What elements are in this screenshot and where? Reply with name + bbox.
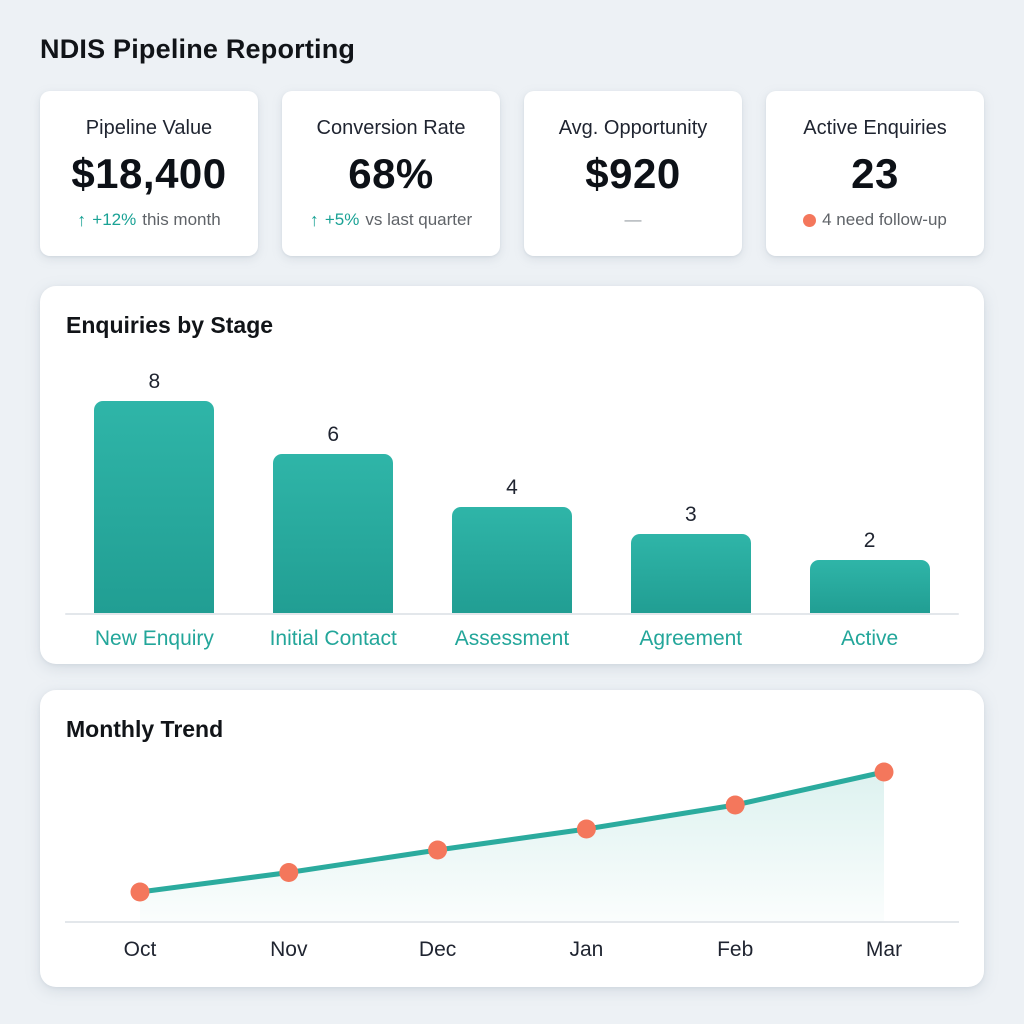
bar-group: 3 [601,502,780,613]
kpi-value: $18,400 [71,149,227,197]
bar-category-label: Initial Contact [269,627,397,650]
bar-category-label: New Enquiry [94,627,214,650]
bar [630,533,751,613]
trend-x-axis-label: Oct [124,938,157,961]
kpi-card-active-enquiries: Active Enquiries 23 4 need follow-up [766,91,984,256]
trend-x-axis-label: Feb [717,938,753,961]
kpi-row: Pipeline Value $18,400 ↑ +12% this month… [40,91,984,256]
bar-value-label: 8 [148,370,161,393]
enquiries-by-stage-card: Enquiries by Stage 8 6 4 3 2 New Enquiry Init… [40,286,984,664]
kpi-card-avg-opportunity: Avg. Opportunity $920 — [524,91,742,256]
data-point [576,819,596,839]
bar [451,507,572,613]
bar-group: 6 [244,423,423,613]
alert-dot-icon [803,213,817,227]
kpi-delta-suffix: vs last quarter [365,210,473,229]
trend-line-chart: Oct Nov Dec Jan Feb Mar [65,762,959,961]
trend-up-icon: ↑ [77,209,87,230]
kpi-subtext: ↑ +5% vs last quarter [310,210,472,231]
bar-chart-baseline [65,613,959,615]
page-title: NDIS Pipeline Reporting [40,34,356,64]
bar-category-label: Agreement [639,627,743,650]
kpi-value: $920 [585,150,681,197]
bar [94,401,215,613]
trend-area-fill [140,772,884,922]
trend-x-axis-label: Jan [569,938,603,961]
kpi-label: Conversion Rate [316,116,466,139]
trend-chart-title: Monthly Trend [66,716,224,742]
monthly-trend-card: Oct Nov Dec Jan Feb Mar Monthly Trend [40,690,984,987]
data-point [428,840,448,860]
bar-group: 4 [423,476,602,613]
trend-x-axis-label: Mar [866,938,902,961]
kpi-label: Avg. Opportunity [558,117,708,139]
bar-category-label: Assessment [454,627,570,650]
kpi-delta-suffix: 4 need follow-up [822,210,947,229]
kpi-delta: +12% [92,210,137,229]
kpi-subtext: 4 need follow-up [803,210,947,230]
trend-x-axis-label: Nov [270,938,308,961]
kpi-label: Active Enquiries [803,117,947,139]
bar-value-label: 6 [327,423,340,446]
kpi-value: 68% [348,149,434,197]
bar-value-label: 4 [506,476,518,499]
kpi-label: Pipeline Value [85,116,213,139]
bar [809,560,930,613]
kpi-subtext: — [625,210,642,230]
kpi-subtext: ↑ +12% this month [77,210,220,231]
data-point [725,795,745,815]
bar-chart-bars: 8 6 4 3 2 [65,363,959,613]
kpi-card-conversion-rate: Conversion Rate 68% ↑ +5% vs last quarte… [282,91,500,256]
trend-x-axis-label: Dec [419,938,456,961]
data-point [130,882,150,902]
bar-chart-category-labels: New Enquiry Initial Contact Assessment Agre… [65,627,959,651]
no-change-dash: — [624,210,642,229]
trend-line [137,769,887,895]
kpi-value: 23 [851,150,899,197]
bar-group: 8 [65,370,244,613]
kpi-delta-suffix: this month [142,210,221,229]
kpi-delta: +5% [324,210,360,229]
data-point [279,863,299,882]
bar-group: 2 [780,529,959,613]
bar [273,454,394,613]
trend-up-icon: ↑ [309,209,319,230]
bar-value-label: 3 [684,502,697,526]
kpi-card-pipeline-value: Pipeline Value $18,400 ↑ +12% this month [40,91,258,256]
bar-category-label: Active [840,627,899,650]
bar-chart-title: Enquiries by Stage [66,312,274,338]
bar-value-label: 2 [863,529,876,552]
data-point [874,762,894,782]
